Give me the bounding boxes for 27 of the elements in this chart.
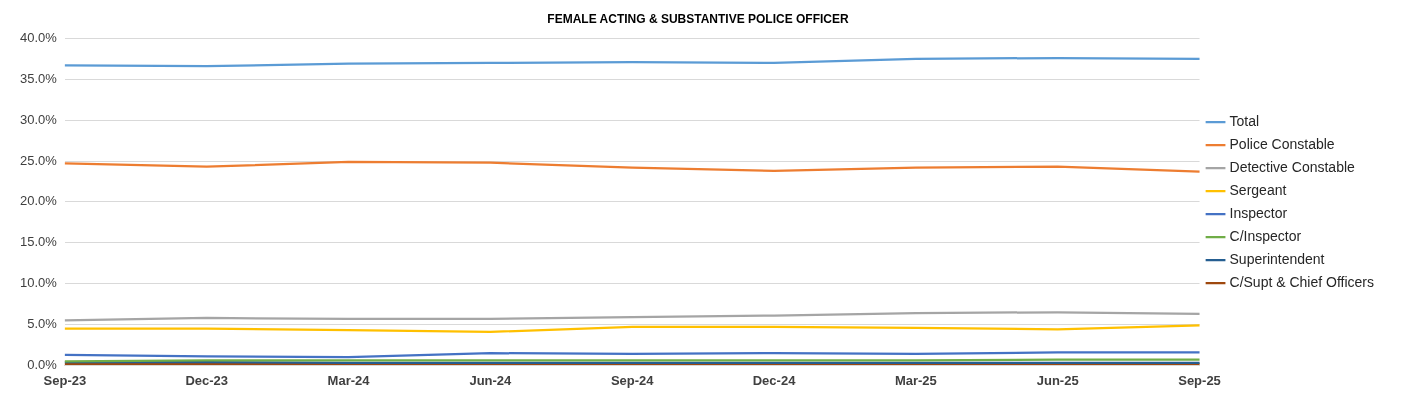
y-tick-label: 25.0% bbox=[19, 152, 58, 168]
y-tick-label: 40.0% bbox=[19, 29, 58, 45]
x-tick-label: Jun-24 bbox=[469, 372, 513, 388]
y-tick-label: 0.0% bbox=[27, 356, 58, 372]
y-tick-label: 15.0% bbox=[19, 234, 58, 250]
legend-label: C/Inspector bbox=[1229, 227, 1302, 244]
x-tick-label: Jun-25 bbox=[1036, 372, 1079, 388]
x-tick-label: Mar-25 bbox=[894, 372, 937, 388]
x-tick-label: Mar-24 bbox=[327, 372, 371, 388]
x-tick-label: Dec-23 bbox=[185, 372, 229, 388]
legend-label: Inspector bbox=[1229, 204, 1288, 221]
legend-label: Superintendent bbox=[1229, 250, 1325, 267]
x-tick-label: Sep-25 bbox=[1178, 372, 1221, 388]
x-tick-label: Dec-24 bbox=[752, 372, 797, 388]
legend-label: C/Supt & Chief Officers bbox=[1229, 273, 1374, 290]
legend-label: Sergeant bbox=[1229, 181, 1287, 198]
x-tick-label: Sep-24 bbox=[610, 372, 655, 388]
x-tick-label: Sep-23 bbox=[43, 372, 87, 388]
legend-label: Total bbox=[1229, 112, 1260, 129]
legend-label: Detective Constable bbox=[1229, 158, 1356, 175]
y-tick-label: 10.0% bbox=[19, 275, 58, 291]
legend-label: Police Constable bbox=[1229, 135, 1335, 152]
y-tick-label: 35.0% bbox=[19, 70, 58, 86]
y-tick-label: 30.0% bbox=[19, 111, 58, 127]
chart-title: FEMALE ACTING & SUBSTANTIVE POLICE OFFICER bbox=[547, 11, 849, 26]
y-tick-label: 20.0% bbox=[19, 193, 58, 209]
y-tick-label: 5.0% bbox=[27, 316, 58, 332]
